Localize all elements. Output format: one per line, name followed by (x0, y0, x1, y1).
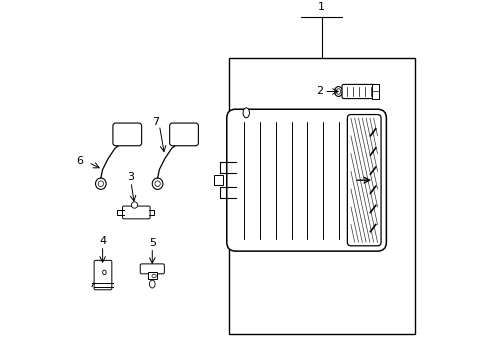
Bar (214, 175, 223, 185)
FancyBboxPatch shape (226, 109, 386, 251)
FancyBboxPatch shape (169, 123, 198, 146)
Ellipse shape (155, 181, 160, 186)
Text: 2: 2 (315, 86, 323, 96)
Ellipse shape (131, 202, 138, 208)
Ellipse shape (98, 181, 103, 186)
FancyBboxPatch shape (122, 206, 150, 219)
Ellipse shape (149, 280, 155, 288)
Bar (371, 84, 378, 99)
Bar (148, 273, 156, 279)
FancyBboxPatch shape (346, 114, 380, 246)
Text: 1: 1 (318, 3, 325, 12)
Ellipse shape (152, 274, 156, 278)
FancyBboxPatch shape (140, 264, 164, 274)
Text: 6: 6 (76, 156, 83, 166)
Ellipse shape (334, 86, 342, 96)
Ellipse shape (336, 89, 340, 94)
FancyBboxPatch shape (94, 260, 112, 290)
Text: 7: 7 (152, 117, 159, 127)
FancyBboxPatch shape (113, 123, 142, 146)
Bar (228, 58, 414, 334)
Ellipse shape (102, 270, 106, 275)
Ellipse shape (152, 178, 163, 189)
Ellipse shape (243, 108, 249, 118)
Text: 5: 5 (148, 238, 156, 248)
FancyBboxPatch shape (341, 84, 375, 99)
Text: 3: 3 (127, 172, 134, 182)
Ellipse shape (95, 178, 106, 189)
Text: 4: 4 (99, 236, 106, 246)
